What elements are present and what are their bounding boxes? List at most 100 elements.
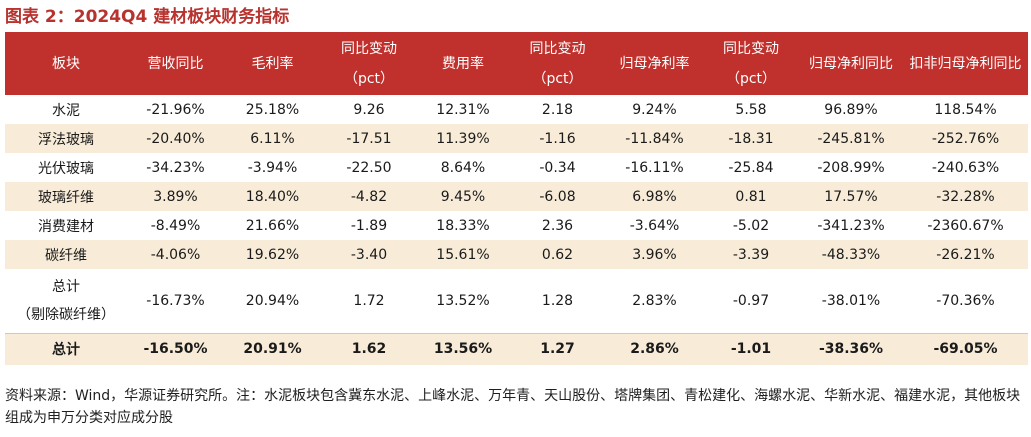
value-cell: 18.33% [436,217,490,234]
header-cell: 同比变动 （pct） [723,40,779,87]
value-cell: 11.39% [417,124,509,153]
value-cell: 9.24% [632,101,677,118]
value-cell: -38.36% [799,332,903,365]
header-cell: 费用率 [442,55,484,72]
value-cell: -32.28% [903,182,1028,211]
header-cell: 毛利率 [251,55,294,72]
value-cell: -6.08 [509,182,606,211]
value-cell: 12.31% [436,101,490,118]
value-cell: -34.23% [146,159,205,176]
header-cell: 同比变动 （pct） [341,40,397,87]
row-name-cell: 总计 （剔除碳纤维） [17,278,115,323]
value-cell: 13.52% [436,292,490,309]
value-cell: 20.91% [224,332,321,365]
value-cell: 15.61% [417,240,509,269]
header-cell: 归母净利同比 [809,55,893,72]
value-cell: 5.58 [735,101,767,118]
value-cell: 9.45% [417,182,509,211]
row-name-cell: 浮法玻璃 [5,124,127,153]
value-cell: -25.84 [728,159,774,176]
value-cell: -4.06% [127,240,224,269]
value-cell: -20.40% [127,124,224,153]
table-row: 光伏玻璃 -34.23% -3.94% -22.50 8.64% -0.34 -16.11%… [5,153,1028,182]
value-cell: -16.50% [127,332,224,365]
value-cell: -341.23% [817,217,885,234]
value-cell: -3.64% [629,217,680,234]
value-cell: 2.83% [632,292,677,309]
value-cell: 3.89% [127,182,224,211]
value-cell: 1.27 [509,332,606,365]
value-cell: -2360.67% [927,217,1004,234]
value-cell: -18.31 [703,124,799,153]
figure-title: 图表 2：2024Q4 建材板块财务指标 [5,7,290,27]
value-cell: 2.86% [606,332,703,365]
value-cell: 18.40% [224,182,321,211]
row-name-cell: 碳纤维 [5,240,127,269]
header-cell: 营收同比 [147,55,204,72]
value-cell: 1.62 [321,332,417,365]
total-row: 总计 -16.50% 20.91% 1.62 13.56% 1.27 2.86% -1.01-… [5,332,1028,365]
value-cell: 9.26 [353,101,385,118]
value-cell: 6.98% [606,182,703,211]
value-cell: -26.21% [903,240,1028,269]
row-name-cell: 水泥 [52,102,80,119]
value-cell: 118.54% [934,101,997,118]
value-cell: -48.33% [799,240,903,269]
table-row: 水泥 -21.96% 25.18% 9.26 12.31% 2.18 9.24% 5.58 96… [5,95,1028,124]
row-name-cell: 光伏玻璃 [38,160,94,177]
table-row: 浮法玻璃 -20.40% 6.11% -17.51 11.39% -1.16 -11.84%… [5,124,1028,153]
table-row: 碳纤维 -4.06% 19.62% -3.40 15.61% 0.62 3.96% -3.39… [5,240,1028,269]
value-cell: 21.66% [245,217,300,234]
value-cell: 6.11% [224,124,321,153]
header-cell: 板块 [52,55,80,72]
value-cell: 1.28 [541,292,574,309]
value-cell: -21.96% [146,101,205,118]
value-cell: 2.18 [541,101,574,118]
value-cell: -38.01% [821,292,881,309]
value-cell: 20.94% [245,292,300,309]
header-cell: 扣非归母净利同比 [909,55,1022,72]
source-note: 资料来源：Wind，华源证券研究所。注：水泥板块包含冀东水泥、上峰水泥、万年青、… [5,388,1021,426]
value-cell: -0.34 [539,159,576,176]
value-cell: 0.62 [509,240,606,269]
value-cell: -240.63% [931,159,1000,176]
value-cell: 17.57% [799,182,903,211]
value-cell: -1.16 [509,124,606,153]
value-cell: 0.81 [703,182,799,211]
value-cell: -17.51 [321,124,417,153]
value-cell: -3.94% [247,159,298,176]
row-name-cell: 消费建材 [38,218,94,235]
row-name-cell: 玻璃纤维 [5,182,127,211]
value-cell: -22.50 [346,159,392,176]
value-cell: -3.40 [321,240,417,269]
value-cell: -8.49% [150,217,201,234]
value-cell: -70.36% [936,292,995,309]
table-header-row: 板块 营收同比 毛利率 同比变动 （pct） 费用率 同比变动 （pct） 归母净利… [5,32,1028,95]
table-row: 消费建材 -8.49% 21.66% -1.89 18.33% 2.36 -3.64% -5.… [5,211,1028,240]
value-cell: 1.72 [353,292,385,309]
value-cell: 2.36 [541,217,574,234]
value-cell: -16.73% [146,292,205,309]
value-cell: -5.02 [732,217,770,234]
value-cell: -69.05% [903,332,1028,365]
value-cell: -16.11% [625,159,684,176]
value-cell: -11.84% [606,124,703,153]
value-cell: -245.81% [799,124,903,153]
value-cell: -1.01 [703,332,799,365]
value-cell: -208.99% [817,159,885,176]
value-cell: -0.97 [732,292,770,309]
value-cell: -3.39 [703,240,799,269]
table-row: 总计 （剔除碳纤维） -16.73% 20.94% 1.72 13.52% 1.28 2.83… [5,269,1028,333]
value-cell: -4.82 [321,182,417,211]
value-cell: 19.62% [224,240,321,269]
value-cell: 3.96% [606,240,703,269]
value-cell: 25.18% [245,101,300,118]
table-row: 玻璃纤维 3.89% 18.40% -4.82 9.45% -6.08 6.98% 0.81 1… [5,182,1028,211]
header-cell: 归母净利率 [619,55,690,72]
financial-metrics-table: 板块 营收同比 毛利率 同比变动 （pct） 费用率 同比变动 （pct） 归母净利… [5,32,1028,365]
value-cell: 13.56% [417,332,509,365]
value-cell: -1.89 [350,217,388,234]
header-cell: 同比变动 （pct） [529,40,586,87]
value-cell: -252.76% [903,124,1028,153]
row-name-cell: 总计 [5,332,127,365]
